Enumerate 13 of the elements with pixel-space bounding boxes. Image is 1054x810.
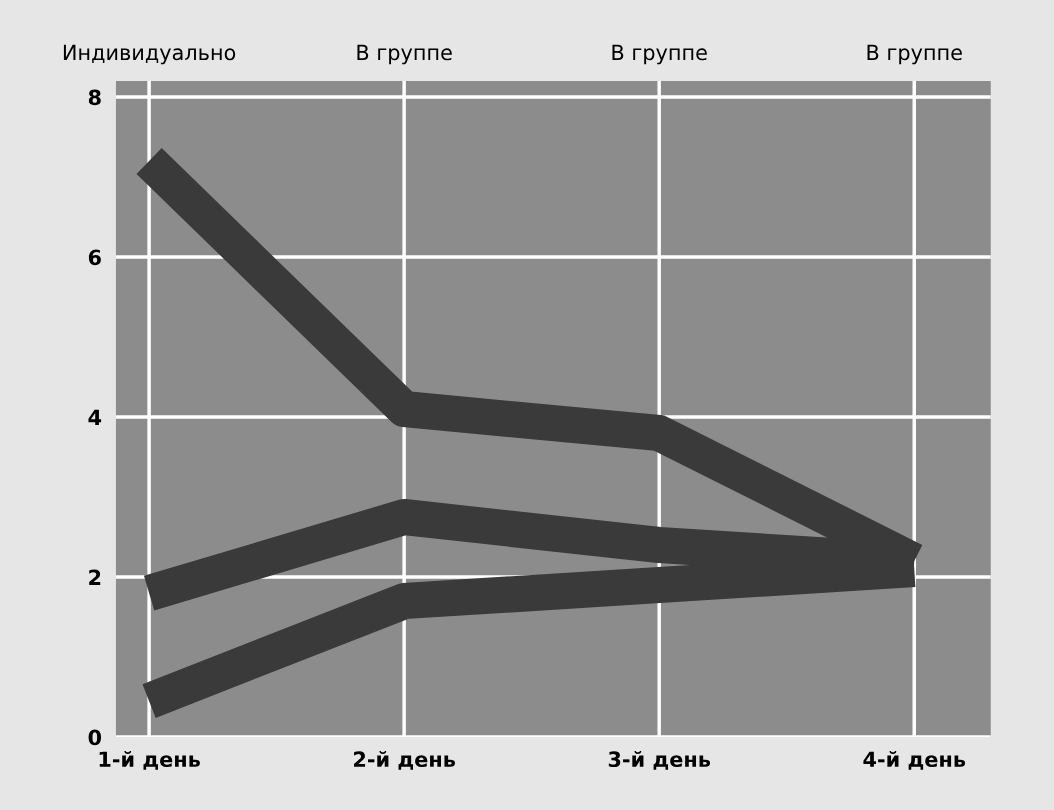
text: В группе: [867, 44, 962, 65]
x-tick-label: 1-й день: [99, 750, 200, 770]
x-tick-label: 4-й день: [863, 750, 966, 770]
y-tick-label: 6: [88, 249, 101, 266]
text: Индивидуально: [63, 44, 236, 65]
y-tick-label: 8: [88, 89, 101, 106]
y-tick-label: 4: [88, 409, 102, 425]
text: В группе: [357, 44, 452, 65]
y-tick-label: 0: [88, 729, 102, 746]
x-tick-label: 3-й день: [608, 750, 711, 770]
y-tick-label: 2: [89, 569, 101, 585]
text: В группе: [612, 44, 707, 65]
x-tick-label: 2-й день: [354, 750, 455, 770]
